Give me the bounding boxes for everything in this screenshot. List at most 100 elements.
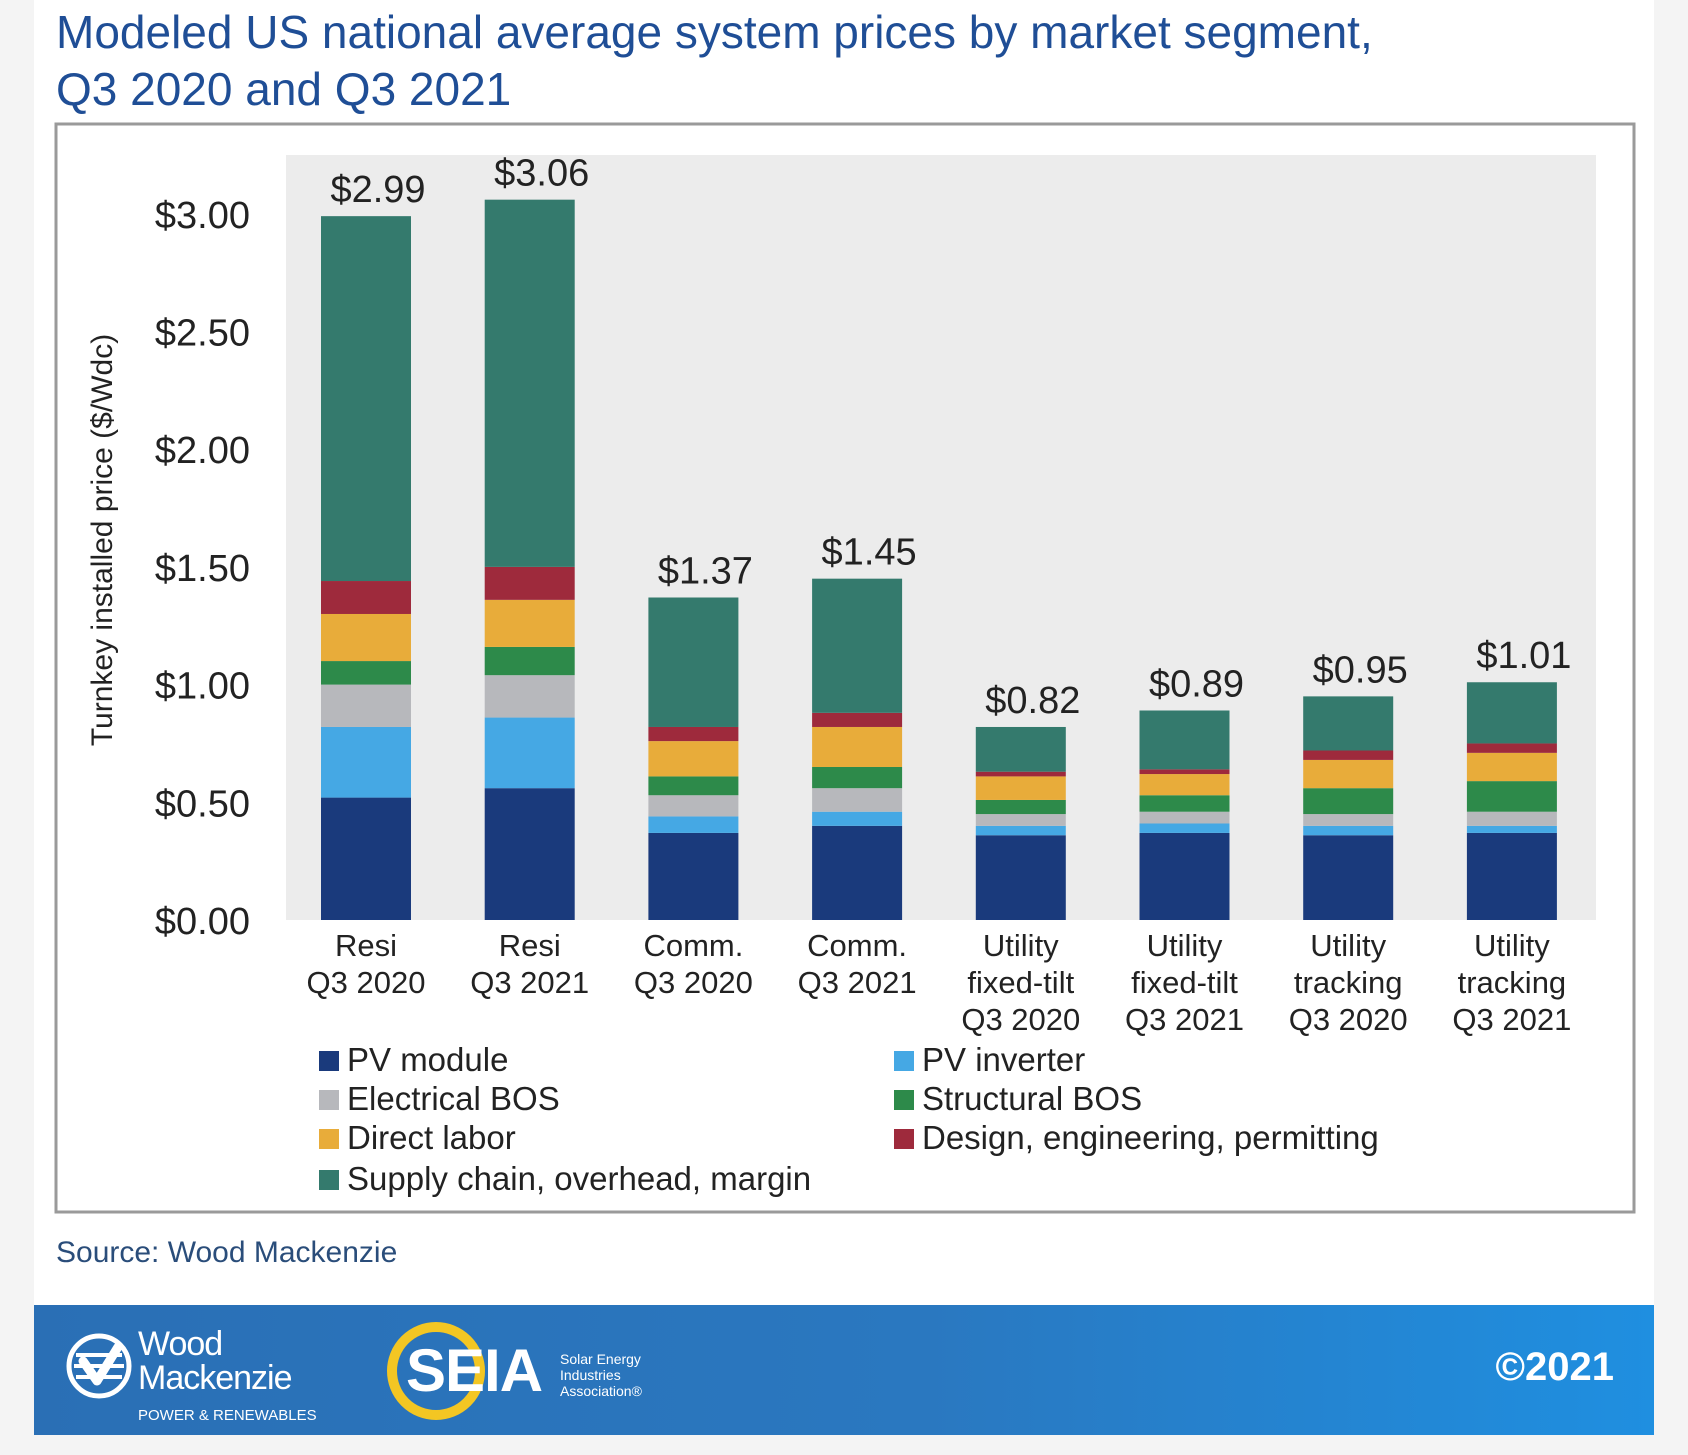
bar-segment bbox=[648, 726, 739, 742]
total-label: $0.95 bbox=[1313, 649, 1408, 691]
total-label: $3.06 bbox=[494, 153, 589, 195]
legend-swatch bbox=[894, 1090, 914, 1110]
x-axis: Resi Q3 2020 Resi Q3 2021 Comm. Q3 2020 Comm. Q… bbox=[307, 928, 1572, 1037]
x-tick-label: Resi Q3 2020 bbox=[307, 928, 426, 1000]
copyright: ©2021 bbox=[1495, 1345, 1614, 1389]
bar-segment bbox=[321, 661, 411, 685]
bar-segment bbox=[484, 646, 575, 676]
bar-segment bbox=[975, 726, 1066, 772]
legend-swatch bbox=[894, 1129, 914, 1149]
total-label: $1.01 bbox=[1476, 635, 1571, 677]
legend: PV module PV inverter Electrical BOS Struct… bbox=[319, 1041, 1379, 1197]
bar-segment bbox=[1466, 825, 1557, 833]
total-labels: $2.99 $3.06 $1.37 $1.45 $0.82 $0.89 $0.95 $1.01 bbox=[330, 153, 1571, 722]
bar-segment bbox=[975, 825, 1066, 836]
x-tick-label: Utility fixed-tilt Q3 2021 bbox=[1125, 928, 1244, 1037]
y-tick-label: $1.00 bbox=[155, 666, 250, 708]
y-tick-label: $3.00 bbox=[155, 195, 250, 237]
bar-segment bbox=[1466, 682, 1557, 744]
bar-segment bbox=[648, 741, 739, 777]
legend-swatch bbox=[319, 1051, 339, 1071]
total-label: $0.82 bbox=[985, 680, 1080, 722]
bar-segment bbox=[975, 814, 1066, 826]
seia-wordmark: SEIA bbox=[406, 1337, 543, 1404]
bar-segment bbox=[321, 726, 411, 798]
legend-swatch bbox=[319, 1090, 339, 1110]
bar-segment bbox=[812, 726, 903, 767]
wood-mackenzie-mark-icon bbox=[66, 1333, 132, 1399]
chart: $0.00 $0.50 $1.00 $1.50 $2.00 $2.50 $3.00 Turn… bbox=[54, 122, 1636, 1214]
bar-segment bbox=[1303, 788, 1394, 815]
bar-segment bbox=[1466, 752, 1557, 782]
seia-tagline-line-1: Solar Energy bbox=[560, 1351, 641, 1367]
bar-stack bbox=[1466, 682, 1557, 920]
bar-stack bbox=[648, 597, 739, 920]
legend-swatch bbox=[319, 1129, 339, 1149]
x-tick-label: Comm. Q3 2020 bbox=[634, 928, 753, 1000]
bar-segment bbox=[1303, 759, 1394, 789]
bar-stack bbox=[484, 199, 575, 920]
bar-stack bbox=[812, 578, 903, 920]
legend-item: Direct labor bbox=[319, 1119, 516, 1156]
legend-swatch bbox=[894, 1051, 914, 1071]
bar-segment bbox=[321, 797, 411, 920]
total-label: $2.99 bbox=[330, 169, 425, 211]
bar-segment bbox=[812, 811, 903, 826]
chart-card: Modeled US national average system price… bbox=[34, 0, 1654, 1435]
legend-item: Design, engineering, permitting bbox=[894, 1119, 1379, 1156]
bar-segment bbox=[1139, 769, 1230, 775]
legend-label: PV module bbox=[347, 1041, 508, 1078]
total-label: $1.45 bbox=[822, 532, 917, 574]
bar-segment bbox=[1139, 710, 1230, 770]
bar-segment bbox=[1303, 825, 1394, 836]
bar-segment bbox=[1466, 781, 1557, 812]
bar-segment bbox=[812, 766, 903, 789]
bar-segment bbox=[484, 199, 575, 567]
legend-label: Direct labor bbox=[347, 1119, 516, 1156]
legend-item: PV inverter bbox=[894, 1041, 1085, 1078]
bar-segment bbox=[1139, 774, 1230, 796]
x-tick-label: Utility tracking Q3 2021 bbox=[1452, 928, 1571, 1037]
bar-segment bbox=[1139, 823, 1230, 833]
bar-segment bbox=[648, 776, 739, 796]
legend-label: Design, engineering, permitting bbox=[922, 1119, 1379, 1156]
seia-logo: SEIA Solar Energy Industries Association… bbox=[384, 1319, 654, 1423]
x-tick-label: Utility fixed-tilt Q3 2020 bbox=[961, 928, 1080, 1037]
bar-segment bbox=[1303, 814, 1394, 826]
y-tick-label: $2.00 bbox=[155, 430, 250, 472]
wood-mackenzie-tagline: POWER & RENEWABLES bbox=[138, 1407, 317, 1424]
bar-segment bbox=[648, 816, 739, 833]
chart-title: Modeled US national average system price… bbox=[56, 4, 1616, 118]
legend-item: Electrical BOS bbox=[319, 1080, 560, 1117]
bar-segment bbox=[975, 771, 1066, 777]
footer-banner: Wood Mackenzie POWER & RENEWABLES SEIA S… bbox=[34, 1305, 1654, 1435]
bar-segment bbox=[1139, 795, 1230, 812]
bar-segment bbox=[1139, 832, 1230, 920]
seia-sun-ring-icon bbox=[387, 1322, 485, 1420]
bar-segment bbox=[484, 788, 575, 920]
y-tick-label: $2.50 bbox=[155, 313, 250, 355]
bar-segment bbox=[812, 712, 903, 727]
total-label: $0.89 bbox=[1149, 663, 1244, 705]
legend-item: Structural BOS bbox=[894, 1080, 1142, 1117]
bar-stack bbox=[1139, 710, 1230, 920]
bar-segment bbox=[648, 597, 739, 727]
bar-segment bbox=[812, 825, 903, 920]
bar-segment bbox=[975, 776, 1066, 800]
bar-segment bbox=[1303, 750, 1394, 760]
bar-segment bbox=[484, 566, 575, 600]
bar-segment bbox=[1303, 696, 1394, 751]
source-note: Source: Wood Mackenzie bbox=[56, 1236, 398, 1269]
bar-segment bbox=[484, 717, 575, 789]
wood-mackenzie-name-line-2: Mackenzie bbox=[138, 1359, 293, 1397]
total-label: $1.37 bbox=[658, 551, 753, 593]
legend-label: Supply chain, overhead, margin bbox=[347, 1160, 811, 1197]
seia-tagline-line-3: Association® bbox=[560, 1383, 642, 1399]
bar-stack bbox=[321, 216, 411, 920]
bar-segment bbox=[975, 799, 1066, 815]
chart-title-line-1: Modeled US national average system price… bbox=[56, 6, 1373, 58]
bar-segment bbox=[321, 216, 411, 582]
x-tick-label: Resi Q3 2021 bbox=[470, 928, 589, 1000]
y-tick-label: $1.50 bbox=[155, 548, 250, 590]
x-tick-label: Comm. Q3 2021 bbox=[798, 928, 917, 1000]
